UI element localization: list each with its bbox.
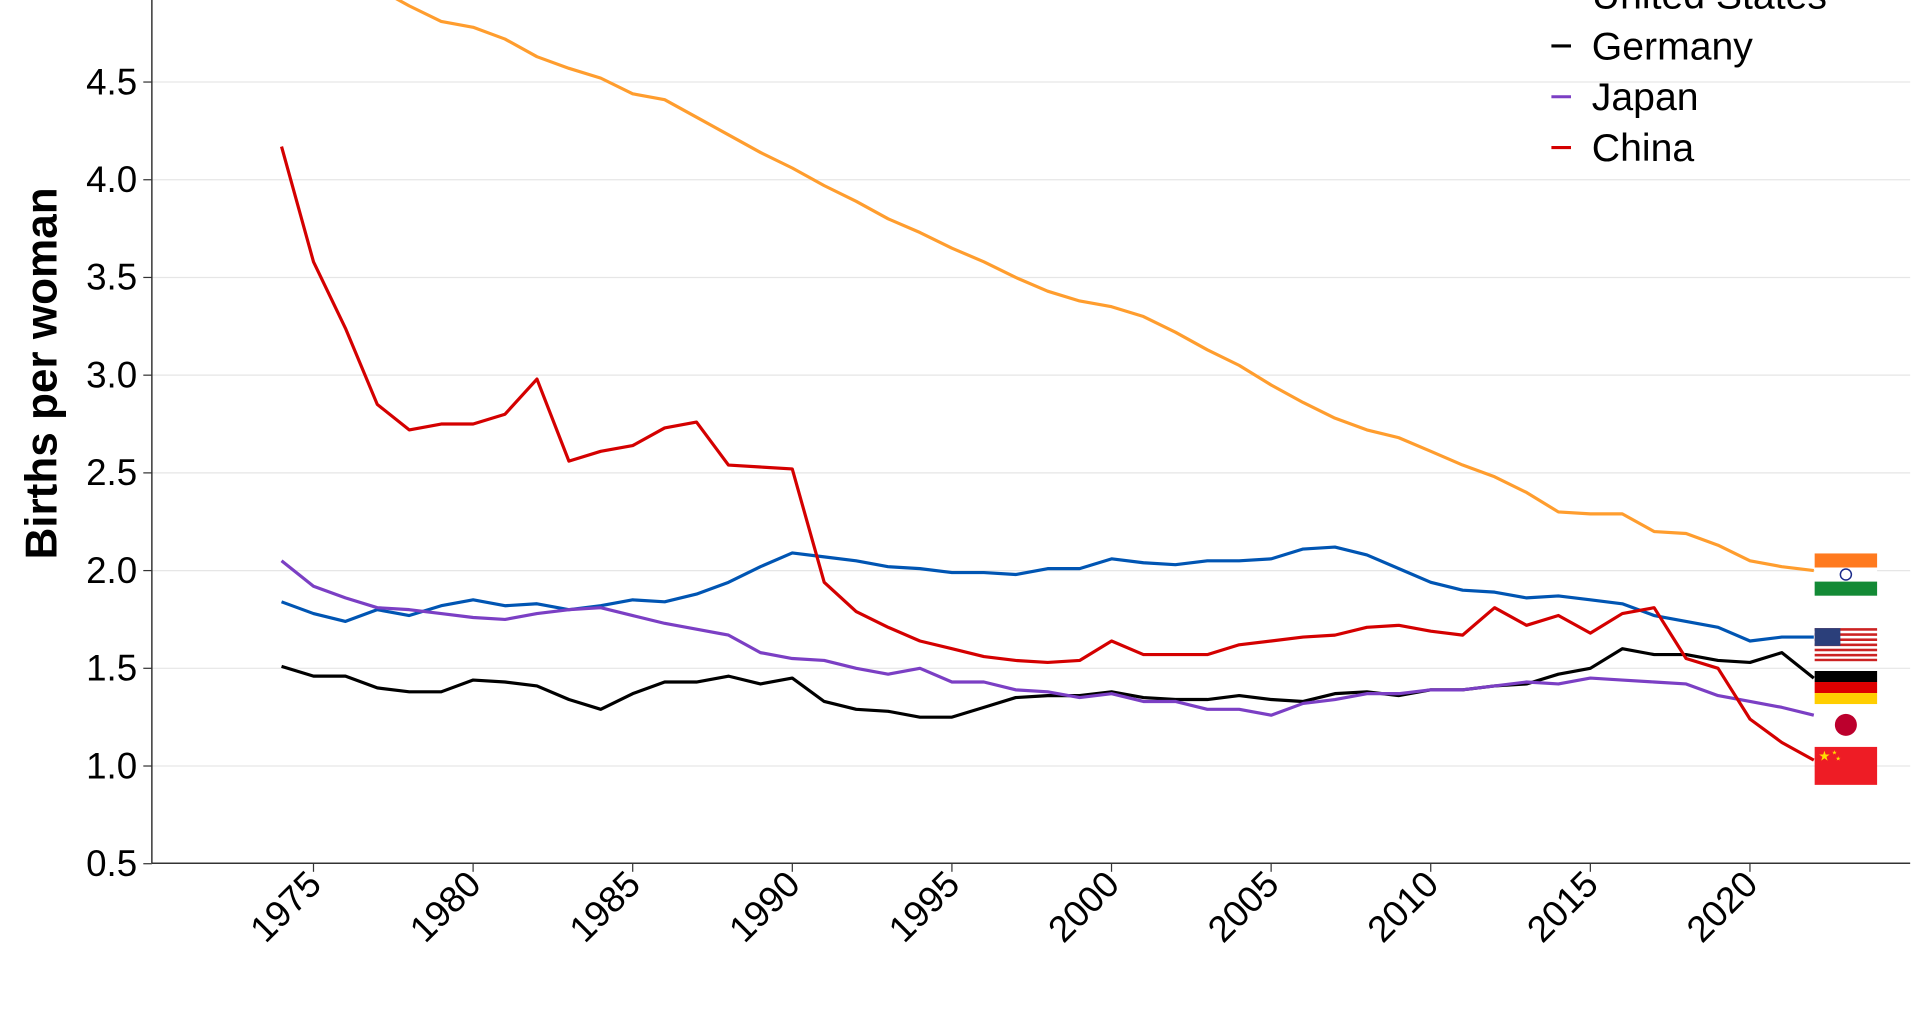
series-lines bbox=[280, 0, 1815, 762]
x-tick-label: 2005 bbox=[1200, 863, 1287, 950]
china-flag: ★ ★ ★ bbox=[1814, 746, 1878, 785]
y-tick-label: 3.0 bbox=[86, 354, 137, 395]
legend-label: United States bbox=[1592, 0, 1827, 18]
series-line-united-states bbox=[280, 545, 1814, 643]
india-flag bbox=[1814, 553, 1878, 596]
x-tick-label: 2010 bbox=[1359, 863, 1446, 950]
gridlines bbox=[151, 81, 1911, 767]
usa-flag bbox=[1814, 628, 1878, 662]
y-axis-label: Births per woman bbox=[17, 187, 66, 559]
series-line-germany bbox=[281, 647, 1815, 719]
x-tick-label: 1990 bbox=[721, 863, 808, 950]
svg-text:★: ★ bbox=[1835, 755, 1840, 762]
series-line-india bbox=[395, 0, 1814, 573]
y-ticks: 0.5 1.0 1.5 2.0 2.5 3.0 3.5 4.0 4.5 bbox=[86, 61, 152, 884]
y-tick-label: 1.5 bbox=[86, 648, 137, 689]
axes bbox=[151, 0, 1911, 864]
x-tick-label: 1995 bbox=[881, 863, 968, 950]
svg-text:★: ★ bbox=[1818, 748, 1830, 763]
legend: United States Germany Japan China bbox=[1551, 0, 1827, 170]
x-tick-label: 1975 bbox=[242, 863, 329, 950]
legend-label: China bbox=[1592, 127, 1695, 170]
y-tick-label: 2.0 bbox=[86, 550, 137, 591]
x-tick-label: 2000 bbox=[1040, 863, 1127, 950]
series-line-japan bbox=[280, 559, 1815, 717]
legend-label: Japan bbox=[1592, 76, 1699, 119]
x-tick-label: 1980 bbox=[402, 863, 489, 950]
y-tick-label: 4.5 bbox=[86, 61, 137, 102]
country-flags: ★ ★ ★ bbox=[1814, 553, 1878, 785]
japan-flag bbox=[1834, 713, 1857, 736]
x-tick-label: 2020 bbox=[1679, 863, 1766, 950]
x-tick-label: 1985 bbox=[561, 863, 648, 950]
y-tick-label: 0.5 bbox=[86, 843, 137, 884]
y-tick-label: 2.5 bbox=[86, 452, 137, 493]
y-tick-label: 1.0 bbox=[86, 745, 137, 786]
series-line-china bbox=[280, 146, 1815, 762]
x-ticks: 1975 1980 1985 1990 1995 2000 2005 2010 2015 2020 bbox=[242, 863, 1765, 950]
legend-label: Germany bbox=[1592, 25, 1754, 68]
y-tick-label: 4.0 bbox=[86, 159, 137, 200]
germany-flag bbox=[1814, 670, 1878, 705]
y-tick-label: 3.5 bbox=[86, 257, 137, 298]
svg-text:★: ★ bbox=[1832, 749, 1837, 756]
x-tick-label: 2015 bbox=[1519, 863, 1606, 950]
